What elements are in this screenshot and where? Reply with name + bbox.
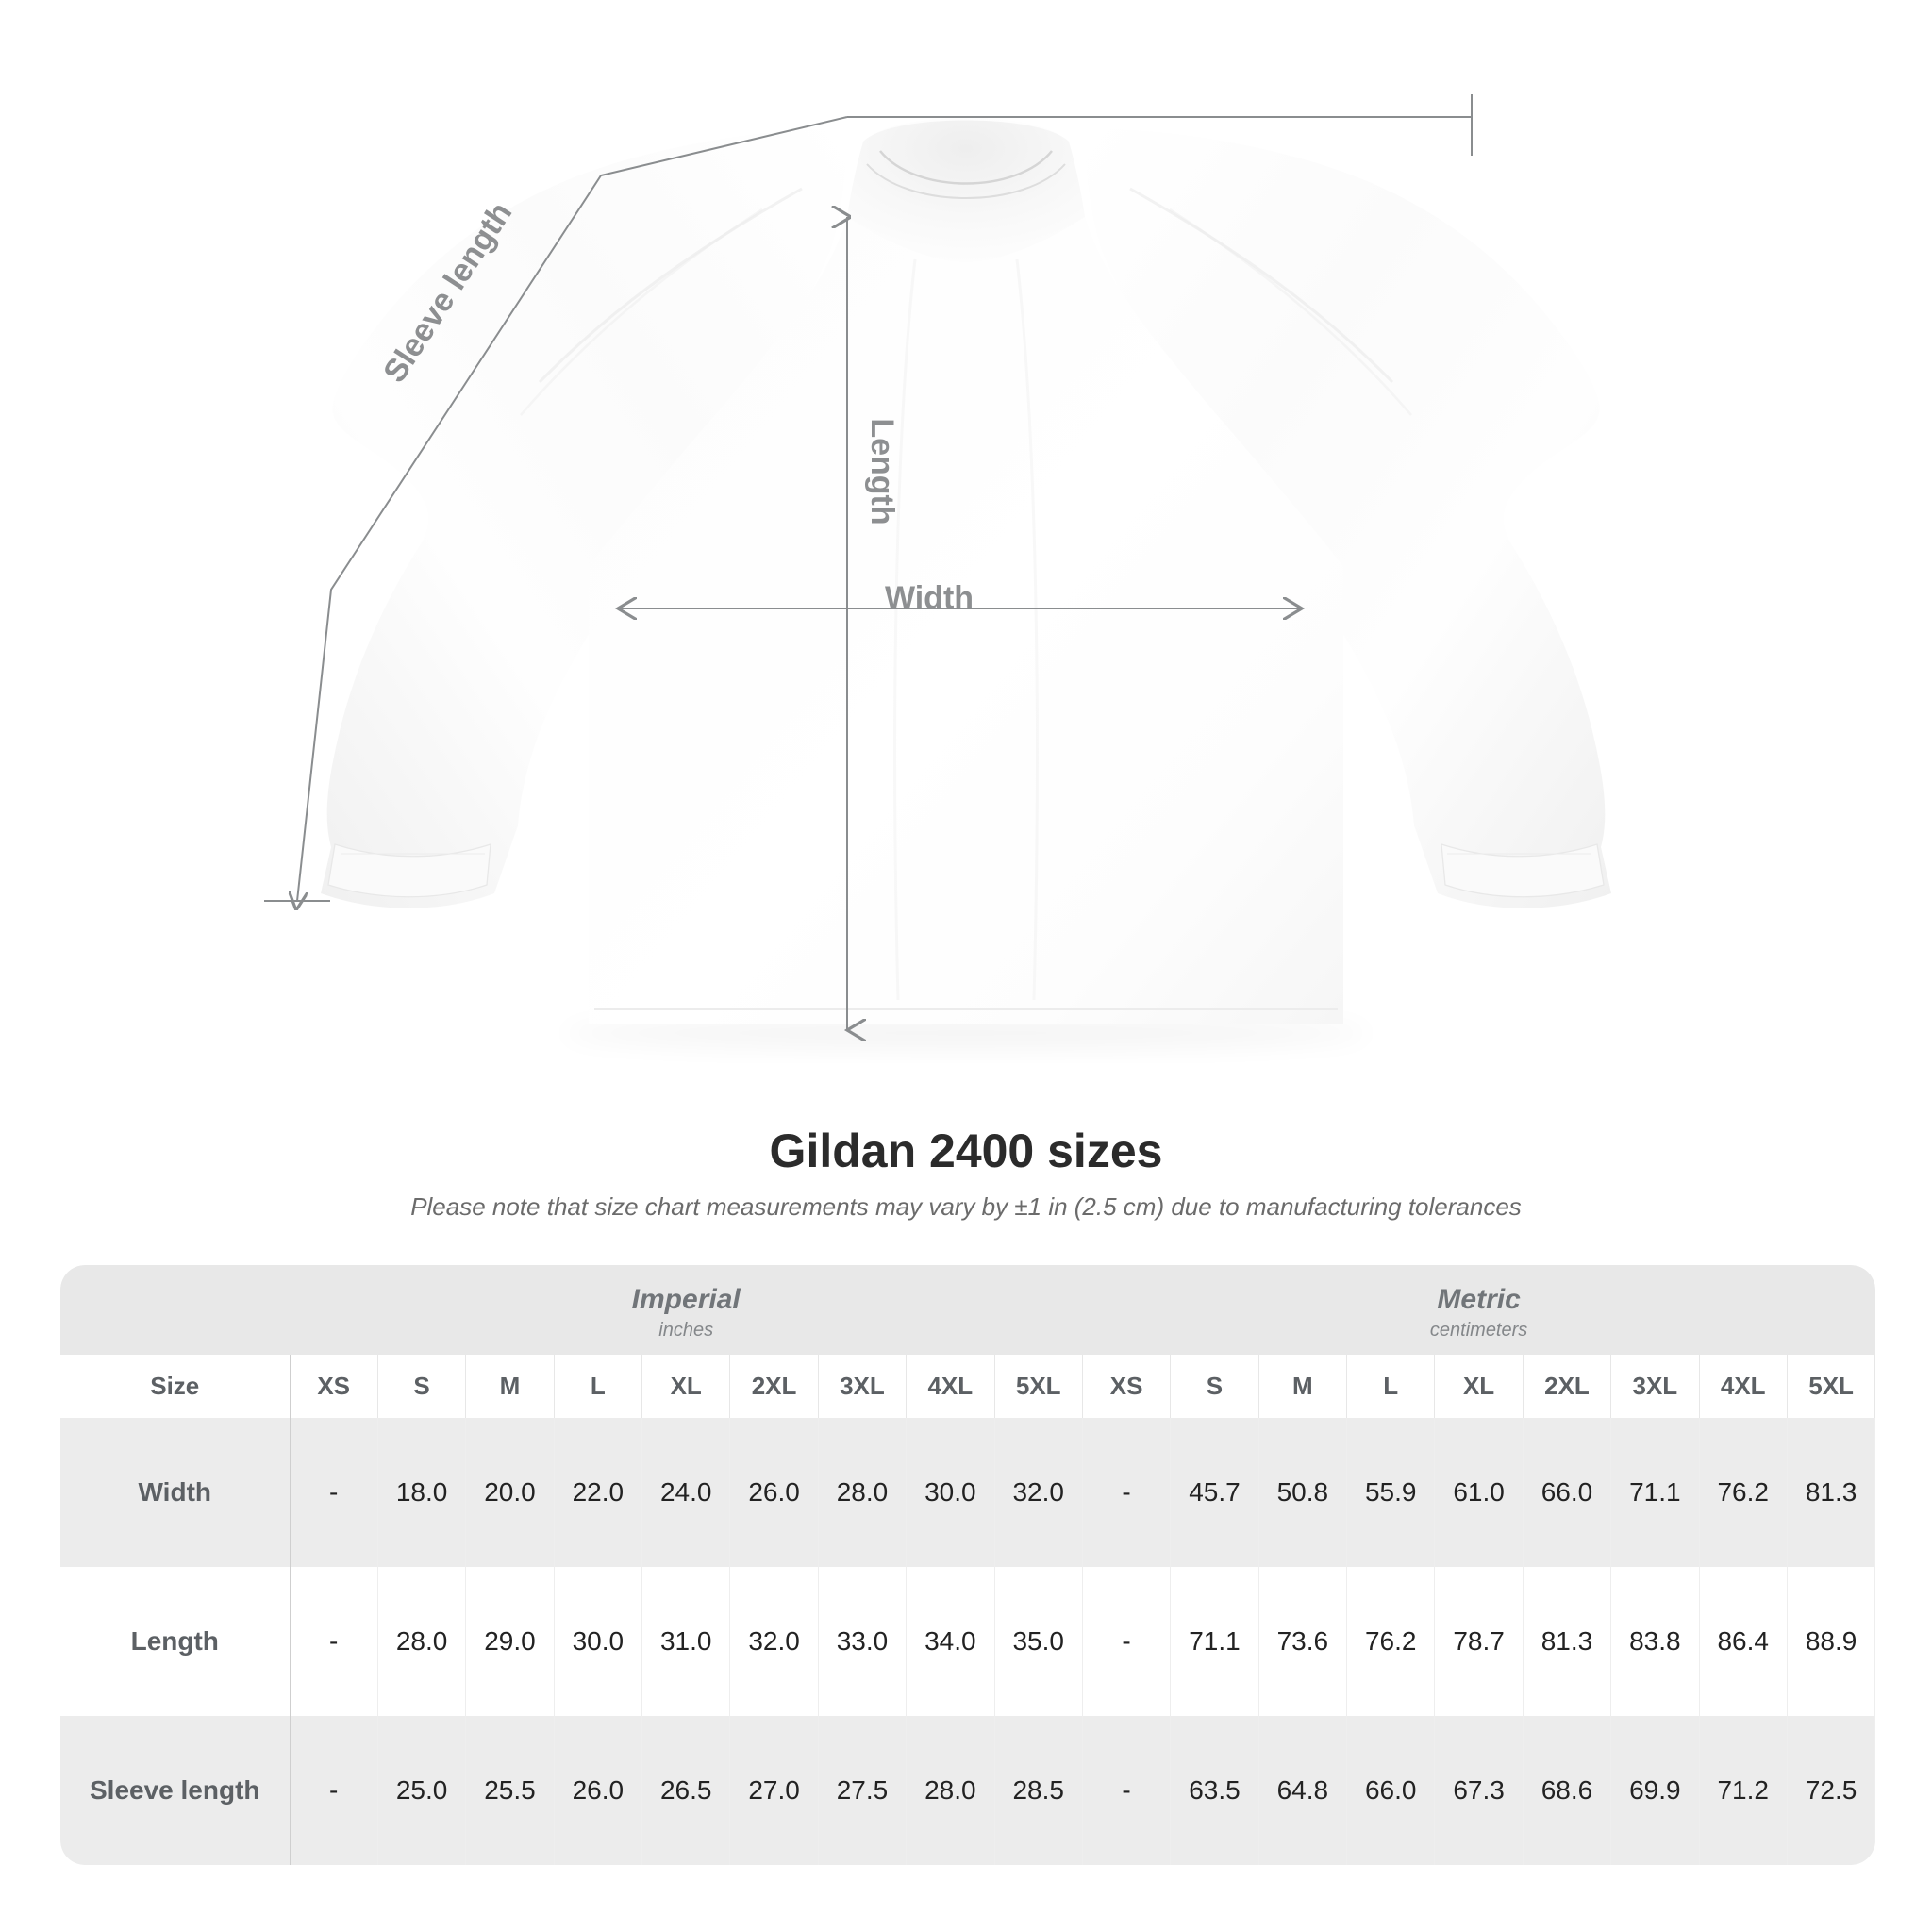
svg-text:Width: Width xyxy=(885,580,974,616)
svg-text:Length: Length xyxy=(864,418,900,525)
